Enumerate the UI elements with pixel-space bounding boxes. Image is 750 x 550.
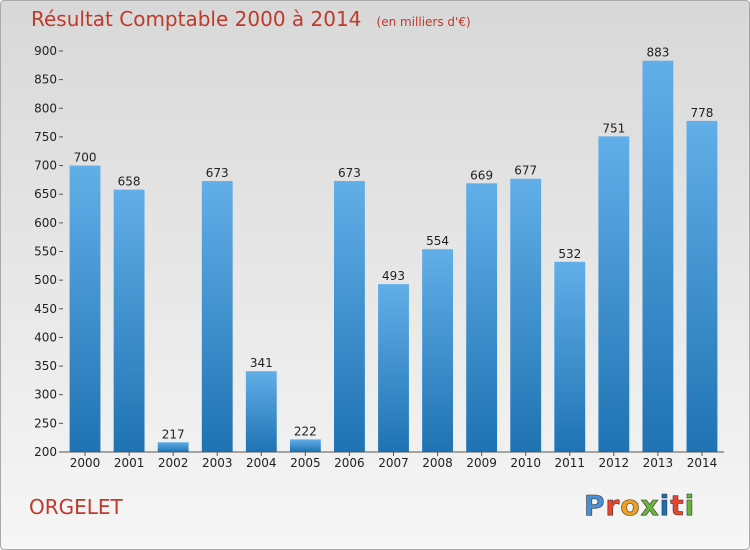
x-tick-label: 2014 [687, 456, 718, 470]
bar-2013[interactable] [642, 60, 674, 452]
bar-2009[interactable] [466, 183, 498, 452]
x-tick-label: 2013 [643, 456, 674, 470]
value-label: 493 [382, 269, 405, 283]
place-name: ORGELET [29, 495, 123, 519]
value-label: 658 [118, 175, 141, 189]
y-tick-label: 900 [34, 44, 57, 58]
x-tick-label: 2002 [158, 456, 189, 470]
bar-2003[interactable] [201, 181, 233, 452]
y-tick-label: 850 [34, 73, 57, 87]
x-tick-label: 2000 [70, 456, 101, 470]
value-label: 222 [294, 424, 317, 438]
x-tick-label: 2010 [510, 456, 541, 470]
bar-2005[interactable] [289, 439, 321, 452]
value-label: 669 [470, 168, 493, 182]
value-label: 751 [602, 121, 625, 135]
bar-2006[interactable] [334, 181, 365, 452]
value-label: 700 [74, 151, 97, 165]
bar-2004[interactable] [245, 371, 277, 452]
y-tick-label: 450 [34, 302, 57, 316]
y-tick-label: 250 [34, 416, 57, 430]
bar-2001[interactable] [113, 189, 145, 453]
x-tick-label: 2011 [554, 456, 585, 470]
x-tick-label: 2004 [246, 456, 277, 470]
y-tick-label: 200 [34, 445, 57, 459]
y-tick-label: 300 [34, 388, 57, 402]
value-label: 217 [162, 427, 185, 441]
y-tick-label: 750 [34, 130, 57, 144]
y-tick-label: 800 [34, 101, 57, 115]
bars-group: 700 658 217 673 341 222 673 493 554 669 677 532 751 8… [69, 46, 718, 453]
x-tick-label: 2009 [466, 456, 497, 470]
y-tick-label: 350 [34, 359, 57, 373]
x-tick-label: 2001 [114, 456, 145, 470]
value-label: 673 [206, 166, 229, 180]
x-tick-label: 2007 [378, 456, 409, 470]
y-tick-label: 500 [34, 273, 57, 287]
value-label: 673 [338, 166, 361, 180]
x-tick-label: 2005 [290, 456, 321, 470]
logo-letter: t [670, 489, 685, 523]
title-row: Résultat Comptable 2000 à 2014 (en milli… [31, 7, 471, 31]
value-label: 341 [250, 356, 273, 370]
logo-letter: P [584, 489, 606, 523]
proxiti-logo[interactable]: Proxiti [584, 489, 696, 523]
bar-2010[interactable] [510, 178, 542, 453]
bar-2002[interactable] [157, 442, 189, 452]
value-label: 883 [646, 46, 669, 60]
logo-letter: i [659, 489, 671, 523]
value-label: 554 [426, 234, 449, 248]
bar-2012[interactable] [598, 136, 630, 452]
value-label: 532 [558, 247, 581, 261]
y-tick-label: 700 [34, 159, 57, 173]
chart-title: Résultat Comptable 2000 à 2014 [31, 7, 362, 31]
value-label: 677 [514, 164, 537, 178]
bar-2014[interactable] [686, 120, 718, 452]
y-tick-label: 600 [34, 216, 57, 230]
x-axis: 2000 2001 2002 2003 2004 2005 2006 2007 2008 2009… [63, 451, 724, 470]
bar-2007[interactable] [378, 284, 409, 452]
logo-letter: i [684, 489, 696, 523]
bar-2000[interactable] [69, 165, 101, 453]
x-tick-label: 2006 [334, 456, 365, 470]
x-tick-label: 2003 [202, 456, 233, 470]
bar-2008[interactable] [422, 249, 453, 452]
bar-2011[interactable] [554, 261, 586, 452]
value-label: 778 [691, 106, 714, 120]
logo-letter: x [640, 489, 660, 523]
y-axis: 200 250 300 350 400 450 500 550 600 650 700 750 800 8… [34, 44, 63, 459]
chart-subtitle: (en milliers d'€) [376, 15, 471, 29]
y-tick-label: 400 [34, 330, 57, 344]
y-tick-label: 550 [34, 245, 57, 259]
logo-letter: r [605, 489, 621, 523]
x-tick-label: 2008 [422, 456, 453, 470]
y-tick-label: 650 [34, 187, 57, 201]
x-tick-label: 2012 [599, 456, 630, 470]
logo-letter: o [620, 489, 641, 523]
